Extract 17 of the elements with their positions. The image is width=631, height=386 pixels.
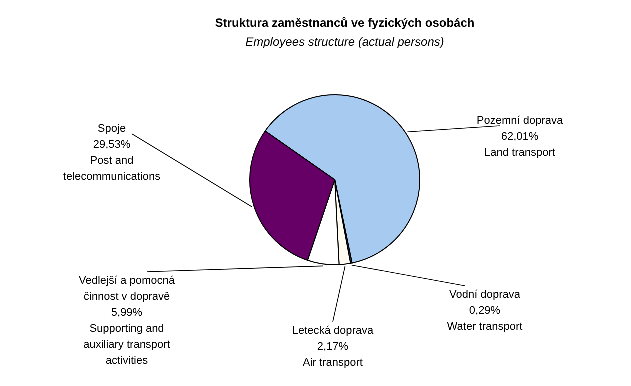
text: Supporting and auxiliary transport activities (84, 323, 170, 367)
data-label: 0,29% (469, 305, 501, 317)
chart-title: Struktura zaměstnanců ve fyzických osobách (215, 16, 475, 30)
data-label: 2,17% (317, 341, 349, 353)
data-label: 62,01% (501, 131, 539, 143)
slice-label: Vodní doprava (450, 289, 522, 301)
slice-label: Letecká doprava (292, 325, 375, 337)
data-label: 5,99% (111, 307, 143, 319)
data-label: 29,53% (93, 139, 131, 151)
slice-label: Vedlejší a pomocná činnost v dopravě (78, 275, 176, 303)
slice-label: Spoje (98, 123, 126, 135)
text: Post and telecommunications (63, 155, 162, 183)
text: Land transport (484, 147, 556, 159)
slice-label: Pozemní doprava (476, 115, 564, 127)
chart-subtitle: Employees structure (actual persons) (246, 35, 444, 49)
text: Air transport (303, 357, 363, 369)
text: Water transport (447, 321, 523, 333)
